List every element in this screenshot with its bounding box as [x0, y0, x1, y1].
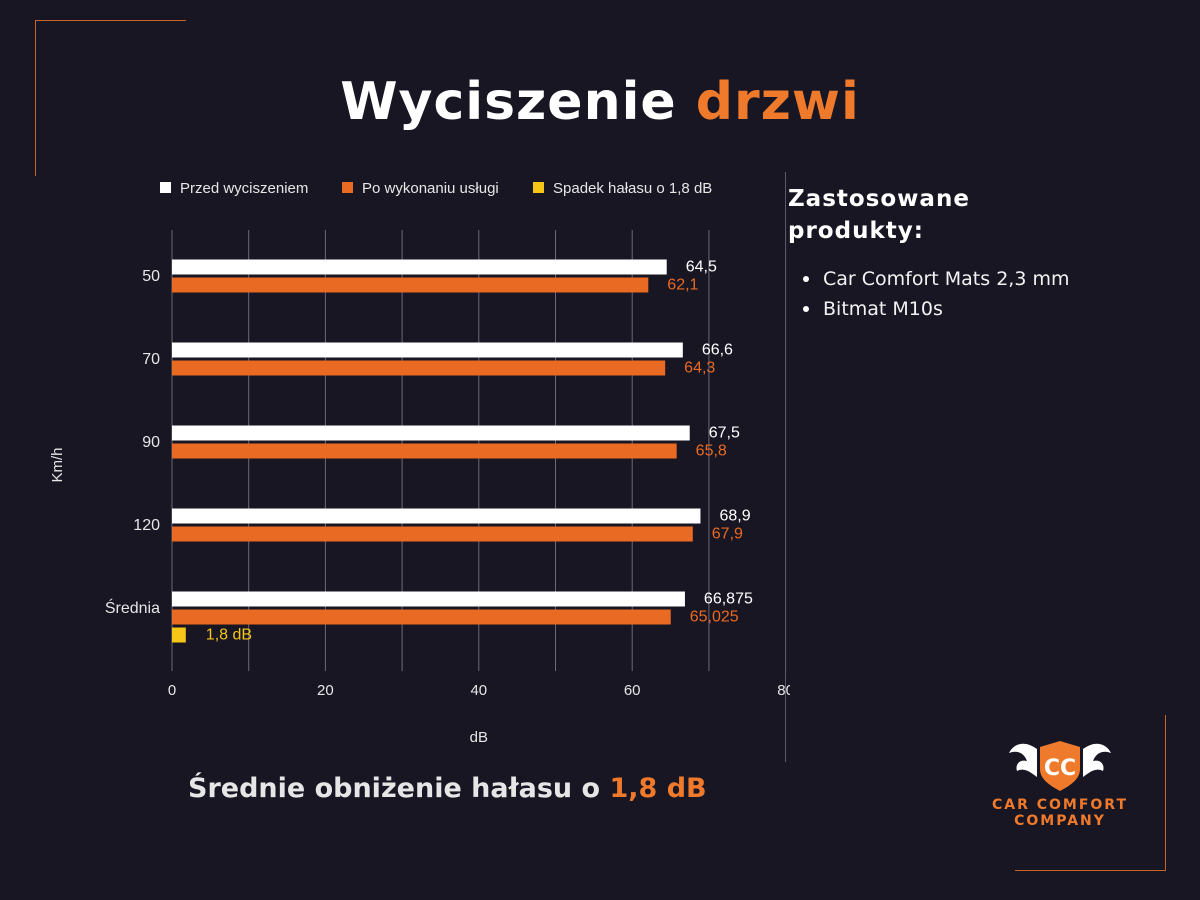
y-tick-label: 50: [142, 268, 160, 285]
corner-frame-top-left: [35, 20, 186, 176]
bar-value-label: 1,8 dB: [206, 627, 252, 644]
bar-value-label: 66,875: [704, 591, 753, 608]
product-item: Bitmat M10s: [803, 294, 1069, 324]
products-list: Car Comfort Mats 2,3 mm Bitmat M10s: [803, 264, 1069, 324]
products-heading-line2: produkty:: [788, 218, 924, 244]
car-comfort-logo: CC CAR COMFORT COMPANY: [975, 735, 1145, 835]
bullet-icon: [803, 276, 809, 282]
products-heading-line1: Zastosowane: [788, 186, 970, 212]
bullet-icon: [803, 306, 809, 312]
product-item-label: Car Comfort Mats 2,3 mm: [823, 268, 1070, 290]
logo-emblem-icon: CC: [1009, 741, 1111, 791]
x-axis-title: dB: [470, 729, 488, 746]
bar-value-label: 62,1: [667, 277, 698, 294]
x-tick-label: 40: [470, 682, 487, 699]
bar: [172, 526, 693, 542]
bar-value-label: 67,5: [709, 425, 740, 442]
bar: [172, 609, 671, 625]
bar-value-label: 65,8: [696, 443, 727, 460]
bar-value-label: 68,9: [719, 508, 750, 525]
title-word-1: Wyciszenie: [340, 72, 677, 132]
y-tick-label: Średnia: [105, 598, 160, 617]
x-tick-label: 60: [624, 682, 641, 699]
legend-swatch: [533, 182, 544, 193]
bar-value-label: 64,5: [686, 259, 717, 276]
bar: [172, 443, 677, 459]
logo-text-line2: COMPANY: [1014, 813, 1106, 829]
title-word-2: drzwi: [695, 72, 860, 132]
products-heading: Zastosowane produkty:: [788, 183, 1088, 247]
vertical-divider: [785, 172, 786, 762]
y-tick-label: 90: [142, 434, 160, 451]
bar-value-label: 64,3: [684, 360, 715, 377]
corner-frame-bottom-right: [1015, 715, 1166, 871]
bar: [172, 277, 649, 293]
y-axis-title: Km/h: [49, 447, 66, 482]
y-tick-label: 120: [133, 517, 160, 534]
legend-swatch: [160, 182, 171, 193]
bar: [172, 342, 683, 358]
bar: [172, 508, 701, 524]
noise-bar-chart: Przed wyciszeniem Po wykonaniu usługi Spad…: [49, 180, 790, 746]
y-tick-label: 70: [142, 351, 160, 368]
bar: [172, 360, 666, 376]
summary-text: Średnie obniżenie hałasu o 1,8 dB: [188, 773, 707, 804]
x-tick-label: 80: [777, 682, 790, 699]
bar: [172, 591, 685, 607]
logo-text-line1: CAR COMFORT: [991, 797, 1129, 813]
legend-swatch: [342, 182, 353, 193]
bar: [172, 627, 186, 643]
bar: [172, 259, 667, 275]
legend-label: Przed wyciszeniem: [180, 180, 308, 197]
legend-label: Spadek hałasu o 1,8 dB: [553, 180, 712, 197]
bar: [172, 425, 690, 441]
product-item: Car Comfort Mats 2,3 mm: [803, 264, 1069, 294]
summary-highlight: 1,8 dB: [609, 773, 707, 804]
x-tick-label: 0: [168, 682, 176, 699]
summary-label: Średnie obniżenie hałasu o: [188, 773, 610, 804]
product-item-label: Bitmat M10s: [823, 298, 943, 320]
legend-label: Po wykonaniu usługi: [362, 180, 499, 197]
bar-value-label: 67,9: [712, 526, 743, 543]
bar-value-label: 65,025: [690, 609, 739, 626]
x-tick-label: 20: [317, 682, 334, 699]
svg-text:CC: CC: [1044, 756, 1076, 781]
bar-value-label: 66,6: [702, 342, 733, 359]
page-title: Wyciszenie drzwi: [0, 72, 1200, 132]
